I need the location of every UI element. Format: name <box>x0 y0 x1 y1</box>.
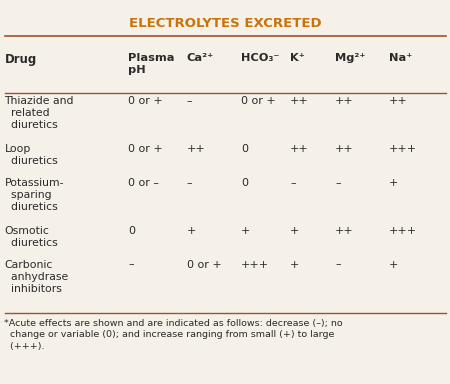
Text: Ca²⁺: Ca²⁺ <box>187 53 214 63</box>
Text: Drug: Drug <box>4 53 37 66</box>
Text: –: – <box>187 96 193 106</box>
Text: 0 or +: 0 or + <box>241 96 275 106</box>
Text: 0 or –: 0 or – <box>128 178 159 188</box>
Text: –: – <box>187 178 193 188</box>
Text: +: + <box>187 226 196 236</box>
Text: +++: +++ <box>241 260 269 270</box>
Text: 0: 0 <box>128 226 135 236</box>
Text: +: + <box>389 260 399 270</box>
Text: ++: ++ <box>335 226 354 236</box>
Text: –: – <box>128 260 134 270</box>
Text: ++: ++ <box>187 144 206 154</box>
Text: Carbonic
  anhydrase
  inhibitors: Carbonic anhydrase inhibitors <box>4 260 69 294</box>
Text: ++: ++ <box>389 96 408 106</box>
Text: ++: ++ <box>335 144 354 154</box>
Text: Loop
  diuretics: Loop diuretics <box>4 144 58 166</box>
Text: –: – <box>335 178 341 188</box>
Text: 0: 0 <box>241 178 248 188</box>
Text: Thiazide and
  related
  diuretics: Thiazide and related diuretics <box>4 96 74 130</box>
Text: ++: ++ <box>335 96 354 106</box>
Text: +: + <box>290 260 300 270</box>
Text: 0: 0 <box>241 144 248 154</box>
Text: +: + <box>290 226 300 236</box>
Text: Na⁺: Na⁺ <box>389 53 413 63</box>
Text: 0 or +: 0 or + <box>187 260 221 270</box>
Text: –: – <box>335 260 341 270</box>
Text: +++: +++ <box>389 144 418 154</box>
Text: Plasma
pH: Plasma pH <box>128 53 175 74</box>
Text: +: + <box>389 178 399 188</box>
Text: 0 or +: 0 or + <box>128 144 163 154</box>
Text: Osmotic
  diuretics: Osmotic diuretics <box>4 226 58 248</box>
Text: K⁺: K⁺ <box>290 53 305 63</box>
Text: –: – <box>290 178 296 188</box>
Text: 0 or +: 0 or + <box>128 96 163 106</box>
Text: ++: ++ <box>290 96 309 106</box>
Text: *Acute effects are shown and are indicated as follows: decrease (–); no
  change: *Acute effects are shown and are indicat… <box>4 319 343 351</box>
Text: HCO₃⁻: HCO₃⁻ <box>241 53 279 63</box>
Text: Mg²⁺: Mg²⁺ <box>335 53 366 63</box>
Text: ++: ++ <box>290 144 309 154</box>
Text: ELECTROLYTES EXCRETED: ELECTROLYTES EXCRETED <box>129 17 321 30</box>
Text: Potassium-
  sparing
  diuretics: Potassium- sparing diuretics <box>4 178 64 212</box>
Text: +: + <box>241 226 250 236</box>
Text: +++: +++ <box>389 226 418 236</box>
